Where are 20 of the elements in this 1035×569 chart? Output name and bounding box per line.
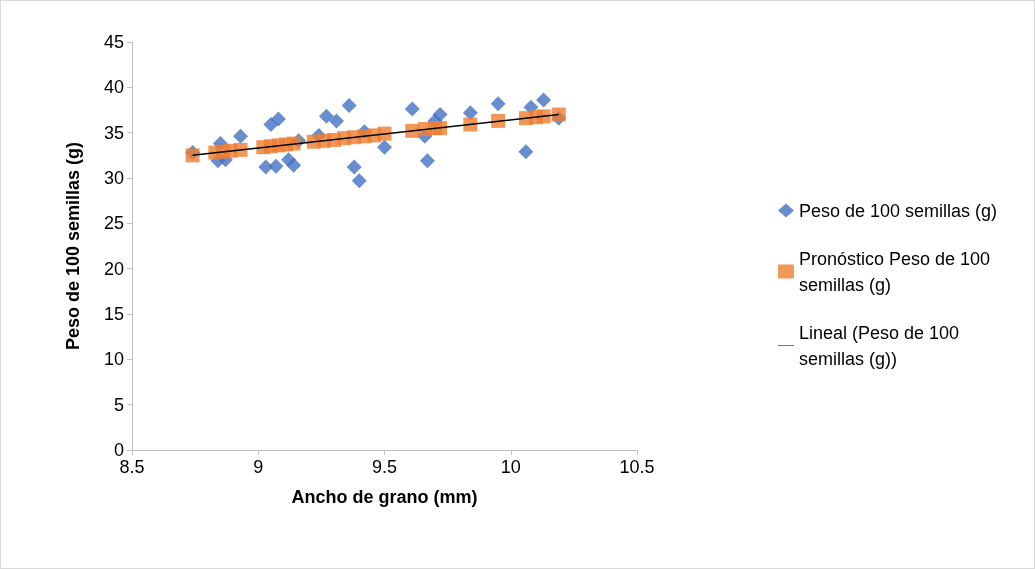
y-tick-label: 20 <box>103 258 124 279</box>
y-tick-label: 35 <box>103 122 124 143</box>
x-tick-label: 8.5 <box>119 457 145 477</box>
x-tick-label: 9 <box>253 457 264 477</box>
y-tick-label: 0 <box>113 440 124 460</box>
legend-label: Lineal (Peso de 100 semillas (g)) <box>799 322 965 369</box>
y-axis-title: Peso de 100 semillas (g) <box>63 141 83 351</box>
y-tick-label: 40 <box>103 77 124 98</box>
y-tick-label: 10 <box>103 349 124 370</box>
y-tick-label: 30 <box>103 168 124 188</box>
legend-label: Pronóstico Peso de 100 semillas (g) <box>799 248 996 295</box>
y-tick-label: 5 <box>113 394 124 415</box>
x-tick-label: 10.5 <box>619 457 655 477</box>
y-tick-label: 25 <box>103 213 124 234</box>
x-axis-title: Ancho de grano (mm) <box>291 487 478 507</box>
x-tick-label: 9.5 <box>371 457 398 477</box>
y-tick-label: 15 <box>103 304 124 324</box>
x-tick-label: 10 <box>500 457 521 477</box>
legend-label: Peso de 100 semillas (g) <box>799 200 998 221</box>
y-tick-label: 45 <box>103 32 124 52</box>
